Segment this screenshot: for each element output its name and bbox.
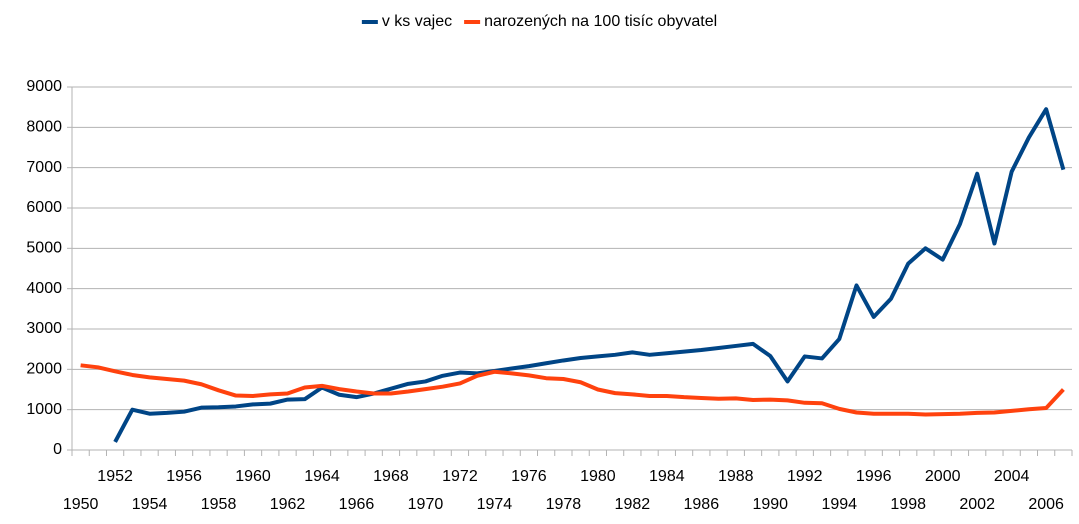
- x-tick-label: 2004: [994, 468, 1030, 485]
- x-tick-label: 1964: [304, 468, 340, 485]
- y-tick-label: 4000: [26, 280, 62, 297]
- legend-label: v ks vajec: [382, 13, 452, 30]
- series-line: [80, 363, 1065, 417]
- x-tick-label: 1970: [408, 496, 444, 513]
- x-tick-label: 1986: [684, 496, 720, 513]
- y-tick-label: 7000: [26, 159, 62, 176]
- x-tick-label: 2000: [925, 468, 961, 485]
- x-tick-label: 1998: [890, 496, 926, 513]
- x-tick-label: 1972: [442, 468, 478, 485]
- x-tick-label: 1994: [821, 496, 857, 513]
- legend: v ks vajec narozených na 100 tisíc obyvat…: [361, 13, 717, 30]
- x-tick-label: 1954: [132, 496, 168, 513]
- x-tick-label: 1966: [339, 496, 375, 513]
- x-tick-label: 1988: [718, 468, 754, 485]
- y-tick-label: 6000: [26, 199, 62, 216]
- x-tick-label: 1958: [201, 496, 237, 513]
- x-tick-label: 1984: [649, 468, 685, 485]
- x-tick-label: 2002: [959, 496, 995, 513]
- legend-item: v ks vajec: [361, 13, 452, 30]
- x-tick-label: 1960: [235, 468, 271, 485]
- x-tick-label: 1968: [373, 468, 409, 485]
- y-tick-label: 9000: [26, 78, 62, 95]
- x-tick-label: 1990: [752, 496, 788, 513]
- x-tick-label: 1976: [511, 468, 547, 485]
- y-tick-label: 3000: [26, 320, 62, 337]
- y-tick-label: 1000: [26, 401, 62, 418]
- x-tick-label: 1950: [63, 496, 99, 513]
- x-tick-label: 1992: [787, 468, 823, 485]
- x-tick-label: 1996: [856, 468, 892, 485]
- x-tick-label: 1978: [546, 496, 582, 513]
- y-tick-label: 5000: [26, 240, 62, 257]
- legend-label: narozených na 100 tisíc obyvatel: [484, 13, 717, 30]
- x-tick-label: 1974: [477, 496, 513, 513]
- x-tick-label: 1980: [580, 468, 616, 485]
- x-tick-label: 1982: [615, 496, 651, 513]
- y-tick-label: 2000: [26, 361, 62, 378]
- y-tick-label: 0: [53, 441, 62, 458]
- x-tick-label: 1956: [166, 468, 202, 485]
- y-tick-label: 8000: [26, 119, 62, 136]
- series-line: [113, 107, 1066, 443]
- x-tick-label: 2006: [1028, 496, 1064, 513]
- x-tick-label: 1962: [270, 496, 306, 513]
- legend-item: narozených na 100 tisíc obyvatel: [464, 13, 717, 30]
- x-tick-label: 1952: [97, 468, 133, 485]
